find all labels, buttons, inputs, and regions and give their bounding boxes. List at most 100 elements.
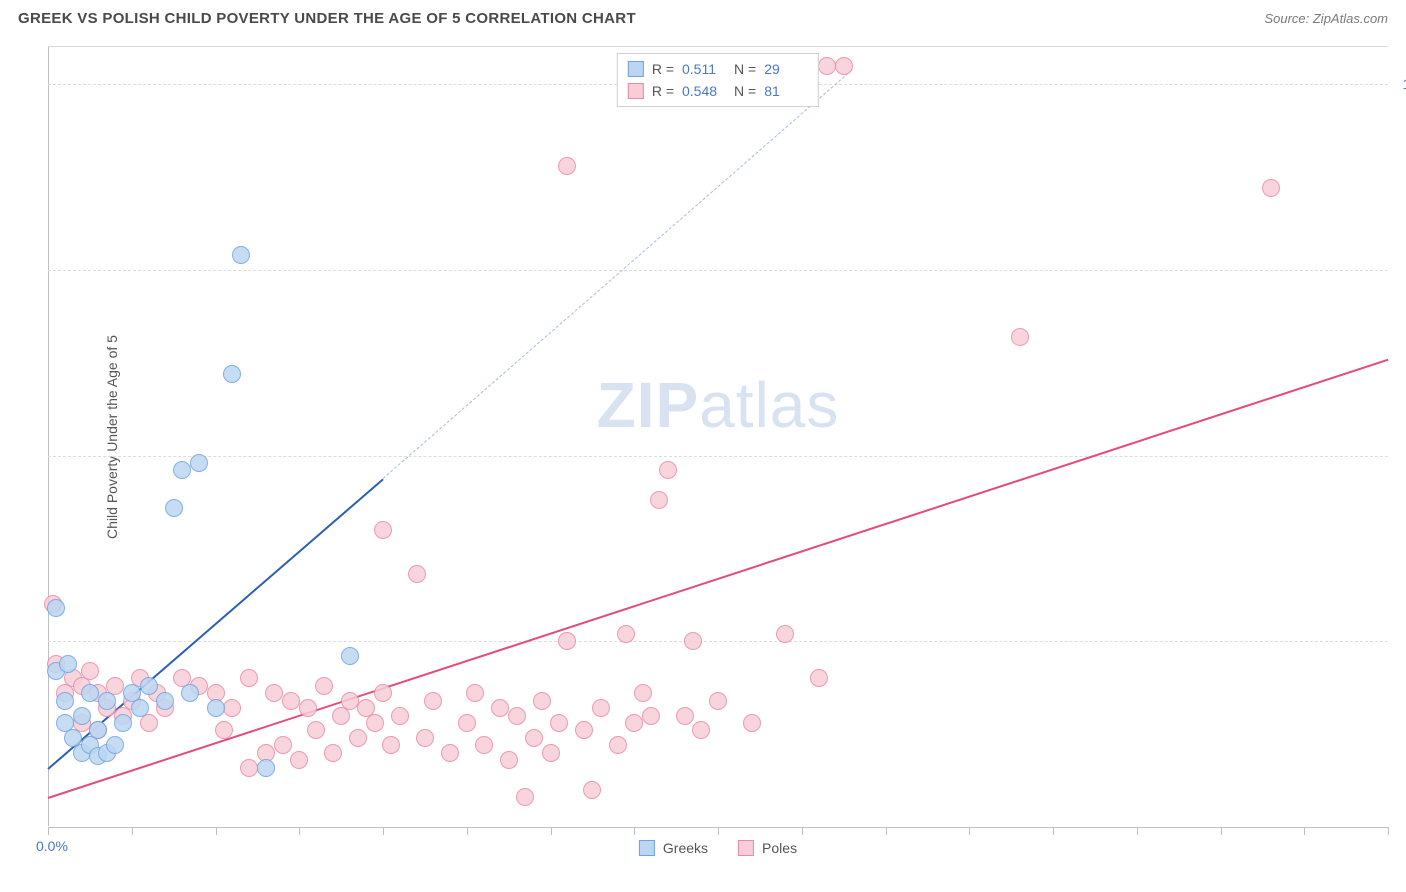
stats-r-label: R = <box>652 80 674 102</box>
data-point-greeks <box>47 599 65 617</box>
data-point-greeks <box>173 461 191 479</box>
x-tick <box>634 827 635 835</box>
data-point-poles <box>382 736 400 754</box>
data-point-poles <box>290 751 308 769</box>
data-point-greeks <box>156 692 174 710</box>
data-point-poles <box>240 669 258 687</box>
data-point-poles <box>583 781 601 799</box>
data-point-poles <box>366 714 384 732</box>
data-point-poles <box>1262 179 1280 197</box>
data-point-poles <box>835 57 853 75</box>
grid-line <box>48 456 1388 457</box>
x-tick <box>1137 827 1138 835</box>
x-tick <box>132 827 133 835</box>
data-point-poles <box>659 461 677 479</box>
grid-line <box>48 270 1388 271</box>
x-tick <box>1304 827 1305 835</box>
data-point-greeks <box>190 454 208 472</box>
data-point-poles <box>500 751 518 769</box>
x-axis-min-label: 0.0% <box>36 838 68 854</box>
x-tick <box>299 827 300 835</box>
data-point-poles <box>408 565 426 583</box>
data-point-poles <box>650 491 668 509</box>
data-point-poles <box>542 744 560 762</box>
data-point-poles <box>558 632 576 650</box>
data-point-poles <box>575 721 593 739</box>
swatch-poles-icon <box>628 83 644 99</box>
data-point-poles <box>441 744 459 762</box>
data-point-greeks <box>140 677 158 695</box>
swatch-greeks-icon <box>639 840 655 856</box>
data-point-poles <box>642 707 660 725</box>
data-point-poles <box>533 692 551 710</box>
data-point-poles <box>1011 328 1029 346</box>
data-point-poles <box>558 157 576 175</box>
data-point-poles <box>525 729 543 747</box>
x-tick <box>48 827 49 835</box>
bottom-legend: Greeks Poles <box>639 840 797 856</box>
data-point-poles <box>475 736 493 754</box>
data-point-greeks <box>341 647 359 665</box>
legend-label-greeks: Greeks <box>663 840 708 856</box>
y-tick-label: 50.0% <box>1394 448 1406 464</box>
data-point-greeks <box>81 684 99 702</box>
stats-r-poles: 0.548 <box>682 80 726 102</box>
data-point-poles <box>81 662 99 680</box>
data-point-poles <box>592 699 610 717</box>
data-point-poles <box>609 736 627 754</box>
data-point-poles <box>743 714 761 732</box>
stats-row-poles: R = 0.548 N = 81 <box>628 80 808 102</box>
data-point-poles <box>374 521 392 539</box>
trend-line <box>383 69 853 478</box>
data-point-greeks <box>89 721 107 739</box>
data-point-poles <box>341 692 359 710</box>
data-point-poles <box>776 625 794 643</box>
data-point-poles <box>265 684 283 702</box>
data-point-greeks <box>59 655 77 673</box>
data-point-greeks <box>207 699 225 717</box>
legend-item-poles: Poles <box>738 840 797 856</box>
swatch-poles-icon <box>738 840 754 856</box>
plot-area: 25.0%50.0%75.0%100.0% <box>48 47 1388 826</box>
x-tick <box>886 827 887 835</box>
y-tick-label: 25.0% <box>1394 633 1406 649</box>
data-point-poles <box>550 714 568 732</box>
stats-n-label: N = <box>734 80 756 102</box>
stats-n-label: N = <box>734 58 756 80</box>
data-point-poles <box>374 684 392 702</box>
x-tick <box>216 827 217 835</box>
data-point-greeks <box>232 246 250 264</box>
data-point-greeks <box>181 684 199 702</box>
chart-title: GREEK VS POLISH CHILD POVERTY UNDER THE … <box>18 10 636 27</box>
legend-label-poles: Poles <box>762 840 797 856</box>
x-tick <box>718 827 719 835</box>
stats-legend-box: R = 0.511 N = 29 R = 0.548 N = 81 <box>617 53 819 107</box>
data-point-poles <box>223 699 241 717</box>
data-point-poles <box>634 684 652 702</box>
x-tick <box>383 827 384 835</box>
grid-line <box>48 641 1388 642</box>
data-point-poles <box>466 684 484 702</box>
stats-n-greeks: 29 <box>764 58 808 80</box>
data-point-poles <box>299 699 317 717</box>
stats-row-greeks: R = 0.511 N = 29 <box>628 58 808 80</box>
x-tick <box>467 827 468 835</box>
data-point-poles <box>516 788 534 806</box>
x-tick <box>1053 827 1054 835</box>
x-tick <box>1388 827 1389 835</box>
x-tick <box>551 827 552 835</box>
data-point-poles <box>424 692 442 710</box>
y-tick-label: 100.0% <box>1394 76 1406 92</box>
stats-r-label: R = <box>652 58 674 80</box>
data-point-poles <box>684 632 702 650</box>
data-point-poles <box>416 729 434 747</box>
data-point-poles <box>274 736 292 754</box>
x-tick <box>802 827 803 835</box>
data-point-greeks <box>131 699 149 717</box>
data-point-greeks <box>56 692 74 710</box>
data-point-poles <box>491 699 509 717</box>
data-point-greeks <box>73 707 91 725</box>
chart-source: Source: ZipAtlas.com <box>1264 11 1388 26</box>
data-point-poles <box>818 57 836 75</box>
data-point-greeks <box>106 736 124 754</box>
